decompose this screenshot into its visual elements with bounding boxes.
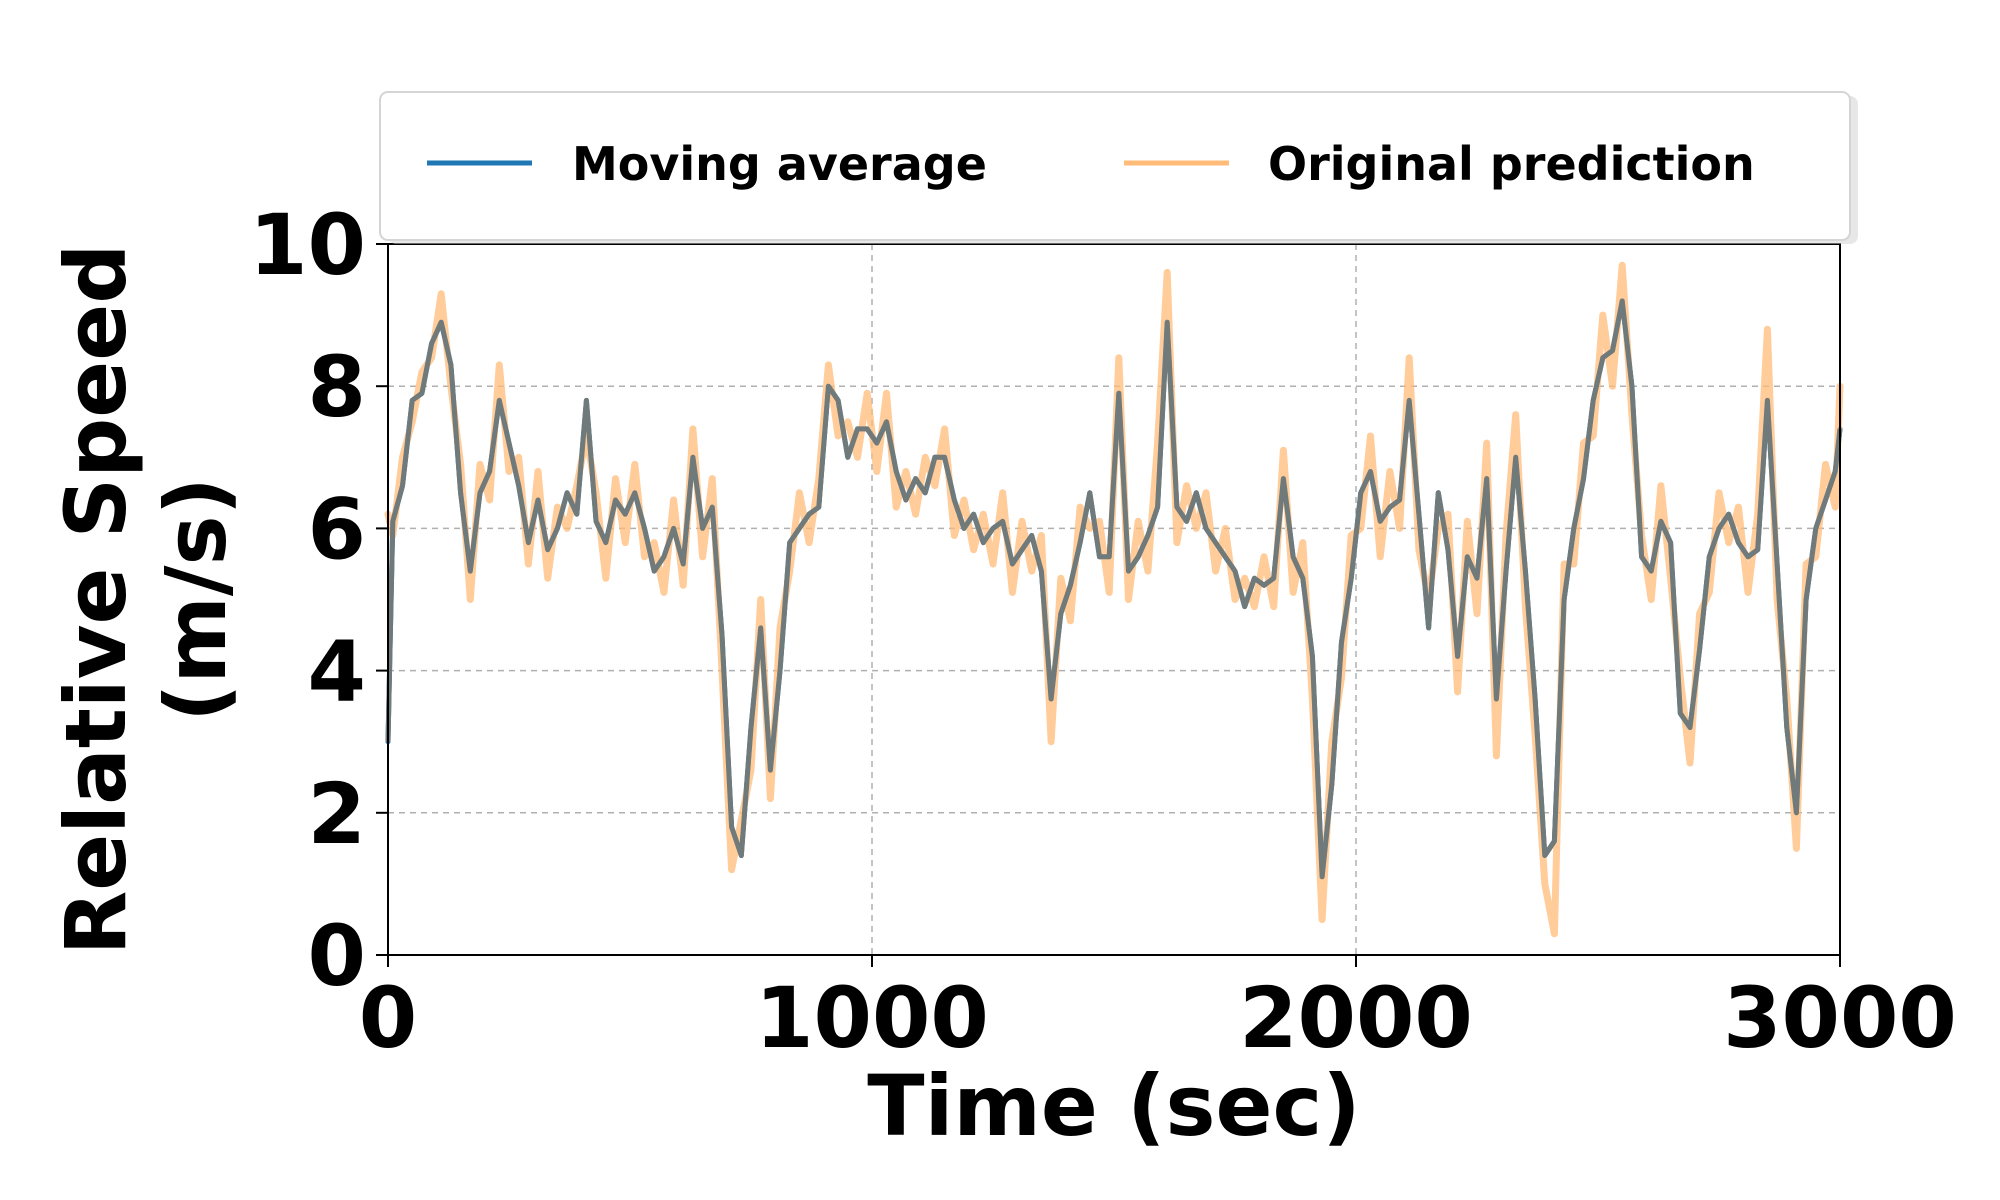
x-tick-label: 2000	[1239, 969, 1473, 1067]
legend-label-original-prediction: Original prediction	[1268, 137, 1755, 191]
series-line-original-prediction	[384, 261, 1844, 938]
y-tick-label: 8	[308, 338, 366, 436]
series-lines	[384, 261, 1844, 938]
x-axis-title: Time (sec)	[867, 1057, 1360, 1155]
legend: Moving average Original prediction	[379, 91, 1858, 244]
y-axis-title: Relative Speed (m/s)	[47, 244, 245, 956]
x-tick-label: 3000	[1723, 969, 1957, 1067]
y-tick-label: 6	[308, 480, 366, 578]
x-tick-label: 1000	[755, 969, 989, 1067]
legend-label-moving-average: Moving average	[572, 137, 987, 191]
plot-area-frame	[387, 243, 1841, 956]
x-tick-label: 0	[359, 969, 417, 1067]
legend-box	[379, 91, 1851, 241]
axis-ticks: 0 1000 2000 3000 0 2 4 6 8 10	[249, 196, 1957, 1067]
grid	[388, 244, 1840, 955]
series-line-moving-average	[385, 298, 1843, 880]
y-tick-label: 10	[249, 196, 366, 294]
y-tick-label: 2	[308, 765, 366, 863]
y-tick-label: 0	[308, 907, 366, 1005]
y-axis-title-line-1: Relative Speed	[47, 244, 145, 956]
series-line-moving-average-overlay	[385, 298, 1843, 880]
y-axis-title-line-2: (m/s)	[147, 477, 245, 722]
y-tick-label: 4	[308, 623, 366, 721]
